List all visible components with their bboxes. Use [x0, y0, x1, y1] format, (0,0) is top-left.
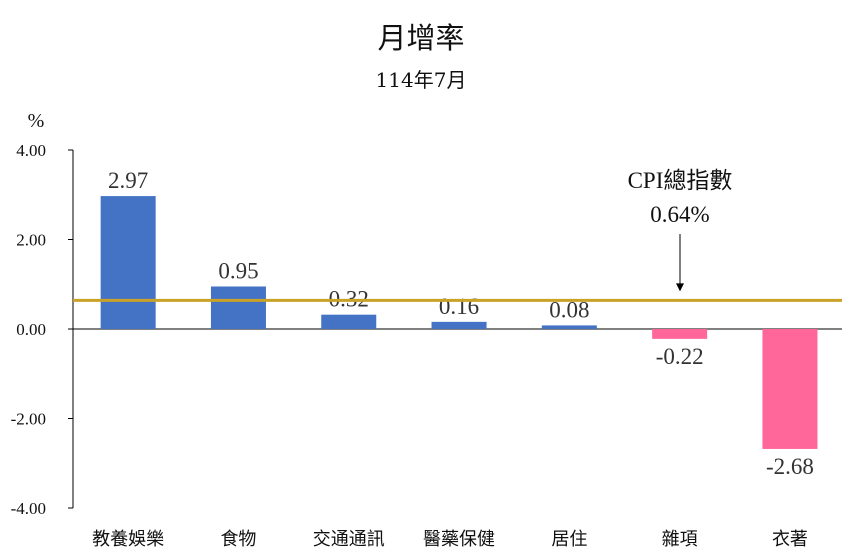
bar [100, 196, 156, 329]
y-tick-label: -2.00 [11, 410, 46, 429]
x-tick-label: 食物 [220, 529, 256, 550]
data-label: -0.22 [656, 344, 704, 369]
bar [541, 325, 597, 329]
y-tick-label: 2.00 [16, 231, 46, 250]
data-label: 2.97 [108, 168, 148, 193]
y-tick-label: 0.00 [16, 320, 46, 339]
cpi-annotation-label: CPI總指數 [628, 168, 733, 193]
chart-subtitle: 114年7月 [376, 68, 467, 92]
bar [431, 321, 487, 329]
x-tick-label: 衣著 [772, 529, 808, 550]
cpi-reference: CPI總指數 0.64% [73, 168, 842, 302]
bars [100, 196, 818, 449]
bar [762, 329, 818, 449]
chart-title: 月增率 [377, 21, 464, 55]
cpi-annotation-value: 0.64% [650, 202, 709, 227]
axes: 4.00 2.00 0.00 -2.00 -4.00 教養娛樂 食物 交通通訊 醫藥保健 居住 雜項… [11, 141, 842, 550]
data-label: 0.95 [218, 258, 258, 283]
bar [210, 286, 266, 329]
bar [652, 329, 708, 339]
x-tick-label: 居住 [551, 529, 587, 550]
x-tick-label: 醫藥保健 [423, 529, 495, 550]
y-tick-label: -4.00 [11, 499, 46, 518]
cpi-arrow-head [676, 283, 684, 292]
data-label: -2.68 [766, 454, 814, 479]
bar [321, 314, 377, 329]
data-label: 0.16 [439, 294, 479, 319]
x-tick-label: 雜項 [662, 529, 698, 550]
y-tick-label: 4.00 [16, 141, 46, 160]
x-tick-label: 交通通訊 [313, 529, 385, 550]
y-axis-unit: % [28, 110, 45, 132]
x-tick-label: 教養娛樂 [92, 529, 164, 550]
